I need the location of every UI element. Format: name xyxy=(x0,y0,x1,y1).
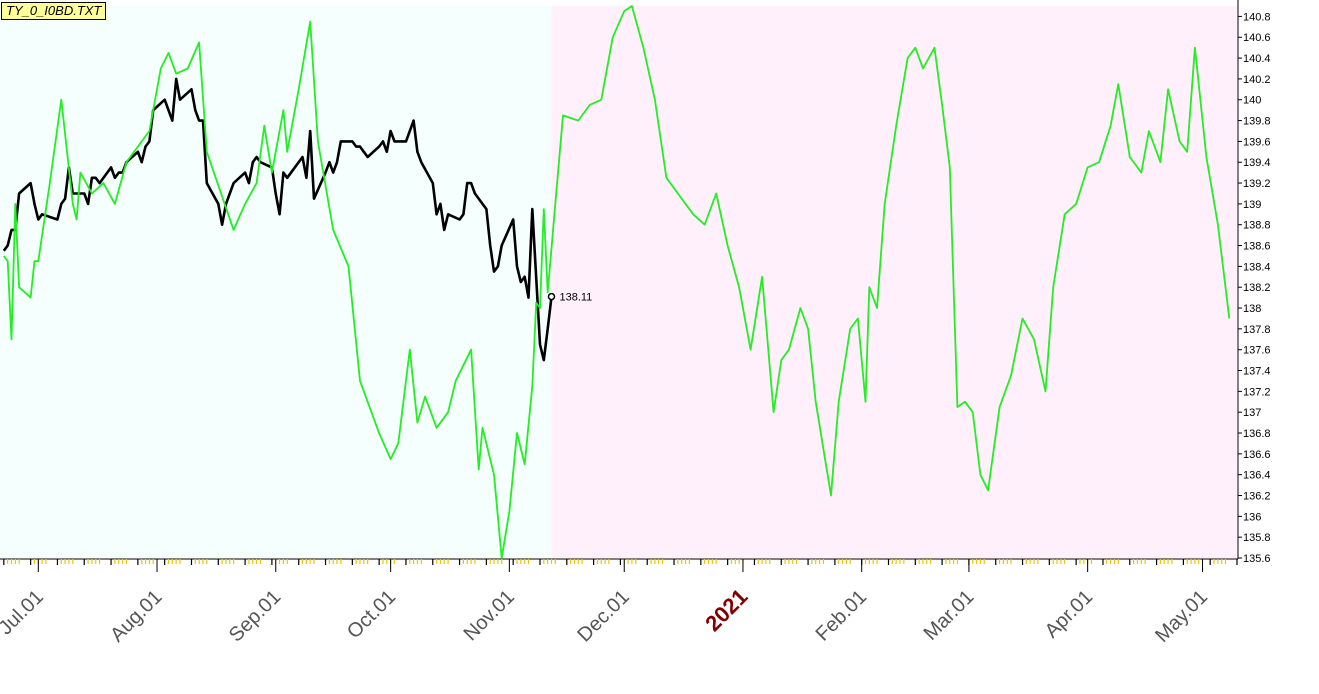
x-tick-label-8: Mar.01 xyxy=(920,586,979,645)
region-0 xyxy=(0,6,552,558)
y-tick-label-17: 137.4 xyxy=(1243,366,1271,378)
y-tick-label-2: 140.4 xyxy=(1243,53,1271,65)
y-tick-label-25: 135.8 xyxy=(1243,532,1271,544)
y-tick-label-12: 138.4 xyxy=(1243,261,1271,273)
y-tick-label-18: 137.2 xyxy=(1243,386,1271,398)
y-tick-label-16: 137.6 xyxy=(1243,345,1271,357)
y-tick-label-3: 140.2 xyxy=(1243,74,1271,86)
y-tick-label-11: 138.6 xyxy=(1243,241,1271,253)
y-tick-label-21: 136.6 xyxy=(1243,449,1271,461)
y-tick-label-22: 136.4 xyxy=(1243,470,1271,482)
y-tick-label-9: 139 xyxy=(1243,199,1261,211)
y-tick-label-15: 137.8 xyxy=(1243,324,1271,336)
y-tick-label-19: 137 xyxy=(1243,407,1261,419)
file-label: TY_0_I0BD.TXT xyxy=(1,2,107,20)
x-tick-label-7: Feb.01 xyxy=(812,586,872,646)
y-tick-label-24: 136 xyxy=(1243,511,1261,523)
last-value-marker xyxy=(547,292,556,301)
last-value-label: 138.11 xyxy=(559,292,592,304)
x-tick-label-10: May.01 xyxy=(1151,586,1212,647)
x-tick-label-2: Sep.01 xyxy=(225,586,285,646)
y-tick-label-4: 140 xyxy=(1243,95,1261,107)
x-tick-label-4: Nov.01 xyxy=(460,586,519,645)
x-tick-label-3: Oct.01 xyxy=(343,586,400,643)
y-tick-label-0: 140.8 xyxy=(1243,11,1271,23)
y-tick-label-10: 138.8 xyxy=(1243,220,1271,232)
x-tick-label-6: 2021 xyxy=(700,584,752,636)
y-tick-label-5: 139.8 xyxy=(1243,116,1271,128)
x-tick-label-1: Aug.01 xyxy=(106,586,166,646)
x-tick-label-5: Dec.01 xyxy=(573,586,633,646)
y-tick-label-26: 135.6 xyxy=(1243,553,1271,565)
y-tick-label-1: 140.6 xyxy=(1243,32,1271,44)
y-tick-label-13: 138.2 xyxy=(1243,282,1271,294)
projection-line xyxy=(3,5,1231,559)
actual-price-line xyxy=(2,77,553,362)
region-1 xyxy=(551,6,1237,558)
y-tick-label-8: 139.2 xyxy=(1243,178,1271,190)
y-tick-label-23: 136.2 xyxy=(1243,491,1271,503)
x-tick-label-0: Jul.01 xyxy=(0,586,48,639)
y-tick-label-20: 136.8 xyxy=(1243,428,1271,440)
x-tick-label-9: Apr.01 xyxy=(1041,586,1097,642)
y-tick-label-6: 139.6 xyxy=(1243,136,1271,148)
y-tick-label-14: 138 xyxy=(1243,303,1261,315)
y-tick-label-7: 139.4 xyxy=(1243,157,1271,169)
